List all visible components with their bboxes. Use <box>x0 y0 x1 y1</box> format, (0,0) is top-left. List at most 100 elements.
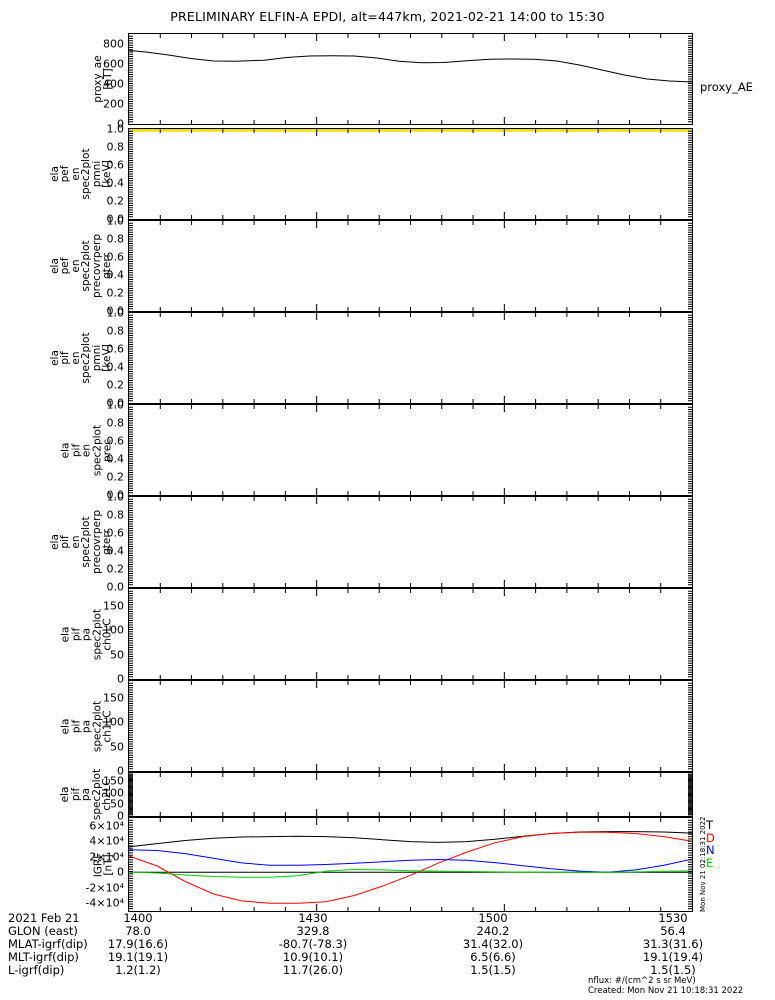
x-annotation-cell: 78.0 <box>125 924 151 938</box>
ytick-igrf-4: 4×10⁴ <box>89 834 124 848</box>
x-annotation-cell: 56.4 <box>660 924 686 938</box>
x-annotation-row-label: MLT-igrf(dip) <box>8 950 79 964</box>
ytick-ela-pef-en-precovrperp-gterr-1: 0.2 <box>106 286 125 300</box>
ytick-ela-pif-en-pmni-4: 0.8 <box>106 324 125 338</box>
x-annotation-cell: 1.5(1.5) <box>470 963 516 977</box>
ytick-ela-pif-en-pmni-5: 1.0 <box>106 306 125 320</box>
ytick-ela-pif-pa-ch2lc-2: 100 <box>103 786 124 800</box>
x-annotation-cell: 1430 <box>298 911 328 925</box>
ytick-ela-pif-en-pmni-0: 0.0 <box>106 396 125 410</box>
ytick-ela-pef-en-precovrperp-gterr-5: 1.0 <box>106 214 125 228</box>
ytick-ela-pif-en-precovrperp-gterr-3: 0.6 <box>106 526 125 540</box>
ytick-ela-pif-en-precovrperp-gterr-4: 0.8 <box>106 508 125 522</box>
x-annotation-row-label: 2021 Feb 21 <box>8 911 80 925</box>
ytick-ela-pif-pa-ch0lc-0: 0 <box>117 672 124 686</box>
x-annotation-cell: 1.5(1.5) <box>650 963 696 977</box>
ytick-ela-pif-pa-ch1lc-2: 100 <box>103 715 124 729</box>
ytick-ela-pif-pa-ch1lc-1: 50 <box>110 740 124 754</box>
proxy-ae-series-label: proxy_AE <box>700 80 753 94</box>
ytick-ela-pif-pa-ch0lc-3: 150 <box>103 599 124 613</box>
panel-ela-pif-pa-ch0lc <box>128 588 693 680</box>
ylabel-igrf: IGRF [nT] <box>91 797 115 932</box>
ytick-proxy-ae-2: 400 <box>103 77 124 91</box>
ytick-ela-pef-en-precovrperp-gterr-0: 0.0 <box>106 304 125 318</box>
x-annotation-cell: 329.8 <box>296 924 330 938</box>
x-annotation-cell: 240.2 <box>476 924 510 938</box>
x-annotation-cell: 19.1(19.1) <box>107 950 169 964</box>
igrf-legend: T D N E <box>706 819 715 869</box>
ytick-ela-pef-en-precovrperp-gterr-3: 0.6 <box>106 250 125 264</box>
ytick-igrf-2: 0 <box>117 865 124 879</box>
ytick-ela-pif-pa-ch1lc-3: 150 <box>103 691 124 705</box>
ytick-ela-pif-en-precovrperp-gterr-2: 0.4 <box>106 544 125 558</box>
ytick-ela-pif-en-prec-1: 0.2 <box>106 470 125 484</box>
x-annotation-cell: 6.5(6.6) <box>470 950 516 964</box>
ytick-ela-pif-en-prec-5: 1.0 <box>106 398 125 412</box>
ytick-proxy-ae-4: 800 <box>103 37 124 51</box>
panel-ela-pif-pa-ch1lc <box>128 680 693 772</box>
ytick-ela-pif-en-precovrperp-gterr-5: 1.0 <box>106 490 125 504</box>
ytick-ela-pif-en-prec-3: 0.6 <box>106 434 125 448</box>
ytick-ela-pif-pa-ch2lc-3: 150 <box>103 774 124 788</box>
ytick-igrf-1: -2×10⁴ <box>85 881 124 895</box>
ylabel-line: [nT] <box>102 853 114 876</box>
x-annotation-row-label: GLON (east) <box>8 924 78 938</box>
panel-ela-pif-en-prec <box>128 404 693 496</box>
x-annotation-row-label: L-igrf(dip) <box>8 963 65 977</box>
x-annotation-cell: 31.3(31.6) <box>642 937 704 951</box>
panel-ela-pif-pa-ch2lc <box>128 772 693 817</box>
ytick-ela-pif-en-pmni-3: 0.6 <box>106 342 125 356</box>
x-annotation-cell: 10.9(10.1) <box>282 950 344 964</box>
footnote: nflux: #/(cm^2 s sr MeV) Created: Mon No… <box>588 976 743 996</box>
x-annotation-cell: 1.2(1.2) <box>115 963 161 977</box>
panel-igrf <box>128 817 693 912</box>
footnote-created: Created: Mon Nov 21 10:18:31 2022 <box>588 986 744 996</box>
ytick-ela-pif-pa-ch1lc-0: 0 <box>117 764 124 778</box>
legend-item-d: D <box>706 830 715 845</box>
footnote-units: nflux: #/(cm^2 s sr MeV) <box>588 976 696 986</box>
x-annotation-cell: 19.1(19.4) <box>642 950 704 964</box>
page-title: PRELIMINARY ELFIN-A EPDI, alt=447km, 202… <box>170 9 605 24</box>
ytick-ela-pif-pa-ch0lc-2: 100 <box>103 623 124 637</box>
ytick-ela-pef-en-pmni-5: 1.0 <box>106 122 125 136</box>
ytick-ela-pef-en-pmni-2: 0.4 <box>106 176 125 190</box>
x-annotation-cell: 11.7(26.0) <box>282 963 344 977</box>
ytick-ela-pif-en-prec-2: 0.4 <box>106 452 125 466</box>
legend-item-t: T <box>706 818 714 832</box>
x-annotation-cell: 1400 <box>123 911 153 925</box>
ytick-proxy-ae-3: 600 <box>103 57 124 71</box>
ytick-igrf-0: -4×10⁴ <box>85 896 124 910</box>
x-annotation-cell: 17.9(16.6) <box>107 937 169 951</box>
ytick-ela-pif-en-precovrperp-gterr-0: 0.0 <box>106 580 125 594</box>
panel-ela-pif-en-pmni <box>128 312 693 404</box>
x-annotation-cell: 1530 <box>658 911 688 925</box>
x-annotation-cell: 31.4(32.0) <box>462 937 524 951</box>
legend-item-e: E <box>706 855 714 870</box>
ytick-ela-pif-en-prec-4: 0.8 <box>106 416 125 430</box>
ytick-ela-pif-en-prec-0: 0.0 <box>106 488 125 502</box>
ytick-ela-pef-en-precovrperp-gterr-2: 0.4 <box>106 268 125 282</box>
render-timestamp-vertical: Mon Nov 21 02:18:31 2022 <box>699 816 707 912</box>
ytick-ela-pif-en-precovrperp-gterr-1: 0.2 <box>106 562 125 576</box>
ytick-ela-pef-en-precovrperp-gterr-4: 0.8 <box>106 232 125 246</box>
ytick-ela-pif-pa-ch0lc-1: 50 <box>110 648 124 662</box>
x-annotation-row-label: MLAT-igrf(dip) <box>8 937 88 951</box>
panel-proxy-ae <box>128 33 693 125</box>
ytick-proxy-ae-0: 0 <box>117 117 124 131</box>
ytick-ela-pif-en-pmni-1: 0.2 <box>106 378 125 392</box>
legend-item-n: N <box>706 843 715 857</box>
ytick-ela-pef-en-pmni-3: 0.6 <box>106 158 125 172</box>
panel-ela-pef-en-pmni <box>128 128 693 220</box>
ytick-ela-pef-en-pmni-4: 0.8 <box>106 140 125 154</box>
x-annotation-cell: 1500 <box>478 911 508 925</box>
panel-ela-pif-en-precovrperp-gterr <box>128 496 693 588</box>
ytick-proxy-ae-1: 200 <box>103 97 124 111</box>
ylabel-line: IGRF <box>91 852 104 877</box>
ytick-ela-pef-en-pmni-1: 0.2 <box>106 194 125 208</box>
ytick-ela-pef-en-pmni-0: 0.0 <box>106 212 125 226</box>
ytick-igrf-3: 2×10⁴ <box>89 850 124 864</box>
x-annotation-cell: -80.7(-78.3) <box>278 937 348 951</box>
ytick-ela-pif-pa-ch2lc-1: 50 <box>110 797 124 811</box>
ytick-ela-pif-pa-ch2lc-0: 0 <box>117 809 124 823</box>
